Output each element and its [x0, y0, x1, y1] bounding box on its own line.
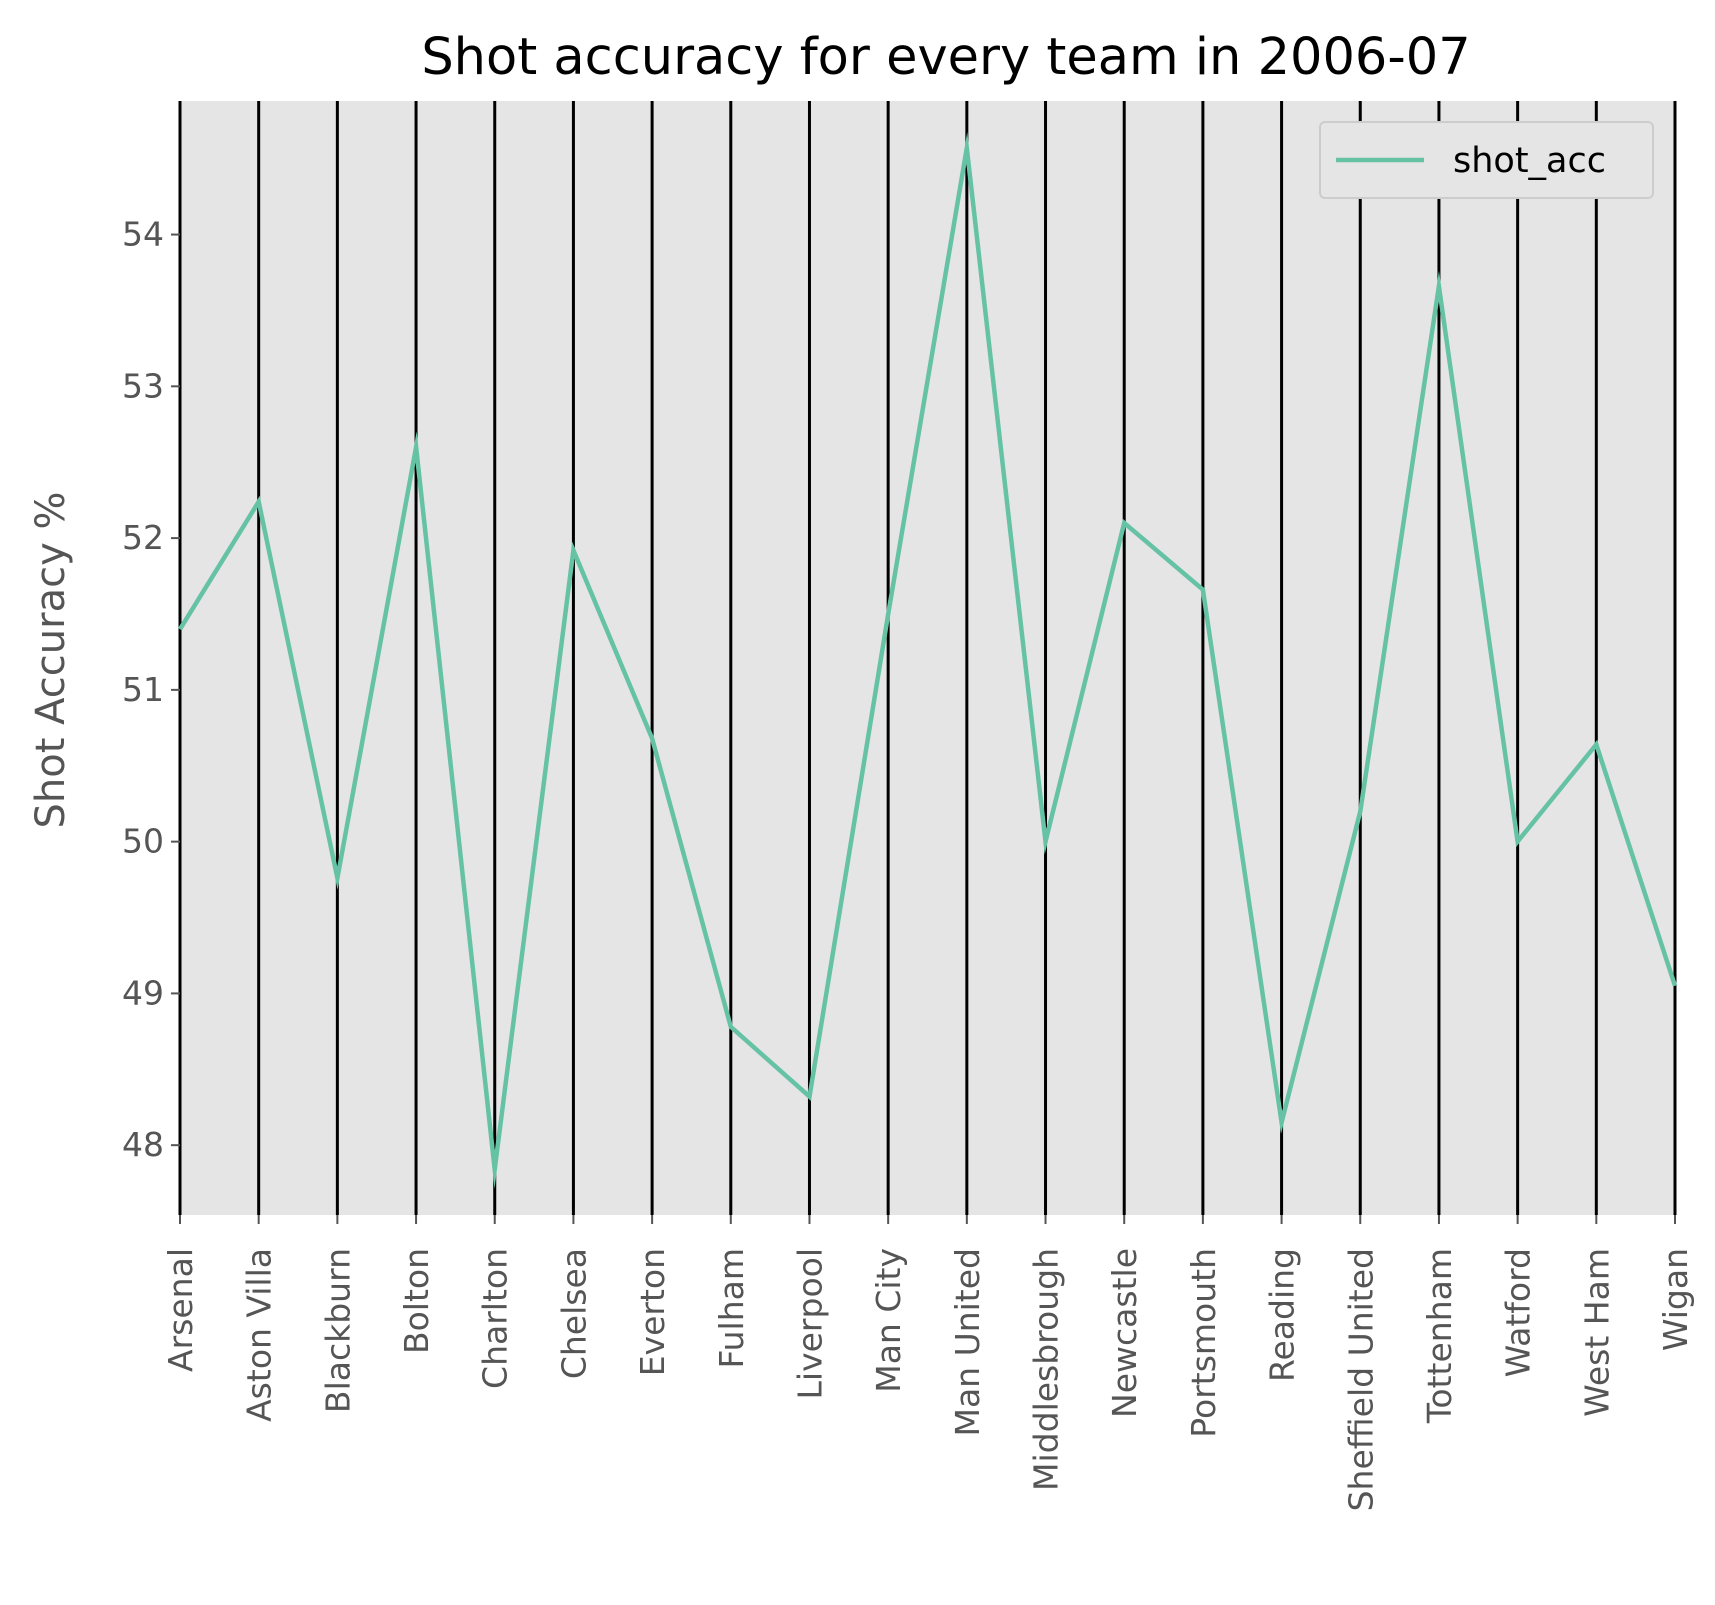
x-tick-label: Chelsea	[554, 1248, 593, 1379]
x-tick-label: Aston Villa	[240, 1248, 279, 1422]
y-tick-label: 51	[122, 670, 164, 709]
x-tick-label: Sheffield United	[1341, 1248, 1380, 1511]
legend-box	[1319, 121, 1654, 199]
x-tick-label: Man City	[869, 1248, 908, 1393]
x-tick-label: Reading	[1263, 1248, 1302, 1382]
y-tick-label: 53	[122, 366, 164, 405]
y-tick-label: 52	[122, 518, 164, 557]
x-tick-label: Middlesbrough	[1027, 1248, 1066, 1491]
x-tick-label: Charlton	[476, 1248, 515, 1389]
y-tick-label: 54	[122, 215, 164, 254]
y-tick-label: 48	[122, 1125, 164, 1164]
series-line-shot_acc	[178, 131, 1678, 1189]
legend-label: shot_acc	[1453, 141, 1606, 181]
y-tick-label: 49	[122, 973, 164, 1012]
x-tick-label: Man United	[948, 1248, 987, 1437]
y-axis-title: Shot Accuracy %	[28, 492, 74, 829]
x-tick-label: Portsmouth	[1184, 1248, 1223, 1438]
x-tick-label: Watford	[1499, 1248, 1538, 1377]
x-tick-label: Tottenham	[1420, 1248, 1459, 1424]
x-tick-label: Wigan	[1656, 1248, 1695, 1351]
x-tick-label: Blackburn	[318, 1248, 357, 1413]
x-tick-label: Newcastle	[1105, 1248, 1144, 1418]
plot-background	[180, 101, 1675, 1215]
x-tick-label: Fulham	[712, 1248, 751, 1369]
x-tick-label: West Ham	[1577, 1248, 1616, 1417]
x-tick-label: Liverpool	[790, 1248, 829, 1399]
y-tick-label: 50	[122, 822, 164, 861]
x-tick-label: Everton	[633, 1248, 672, 1376]
chart-title: Shot accuracy for every team in 2006-07	[421, 28, 1470, 87]
x-tick-label: Bolton	[397, 1248, 436, 1354]
x-tick-label: Arsenal	[161, 1248, 200, 1372]
